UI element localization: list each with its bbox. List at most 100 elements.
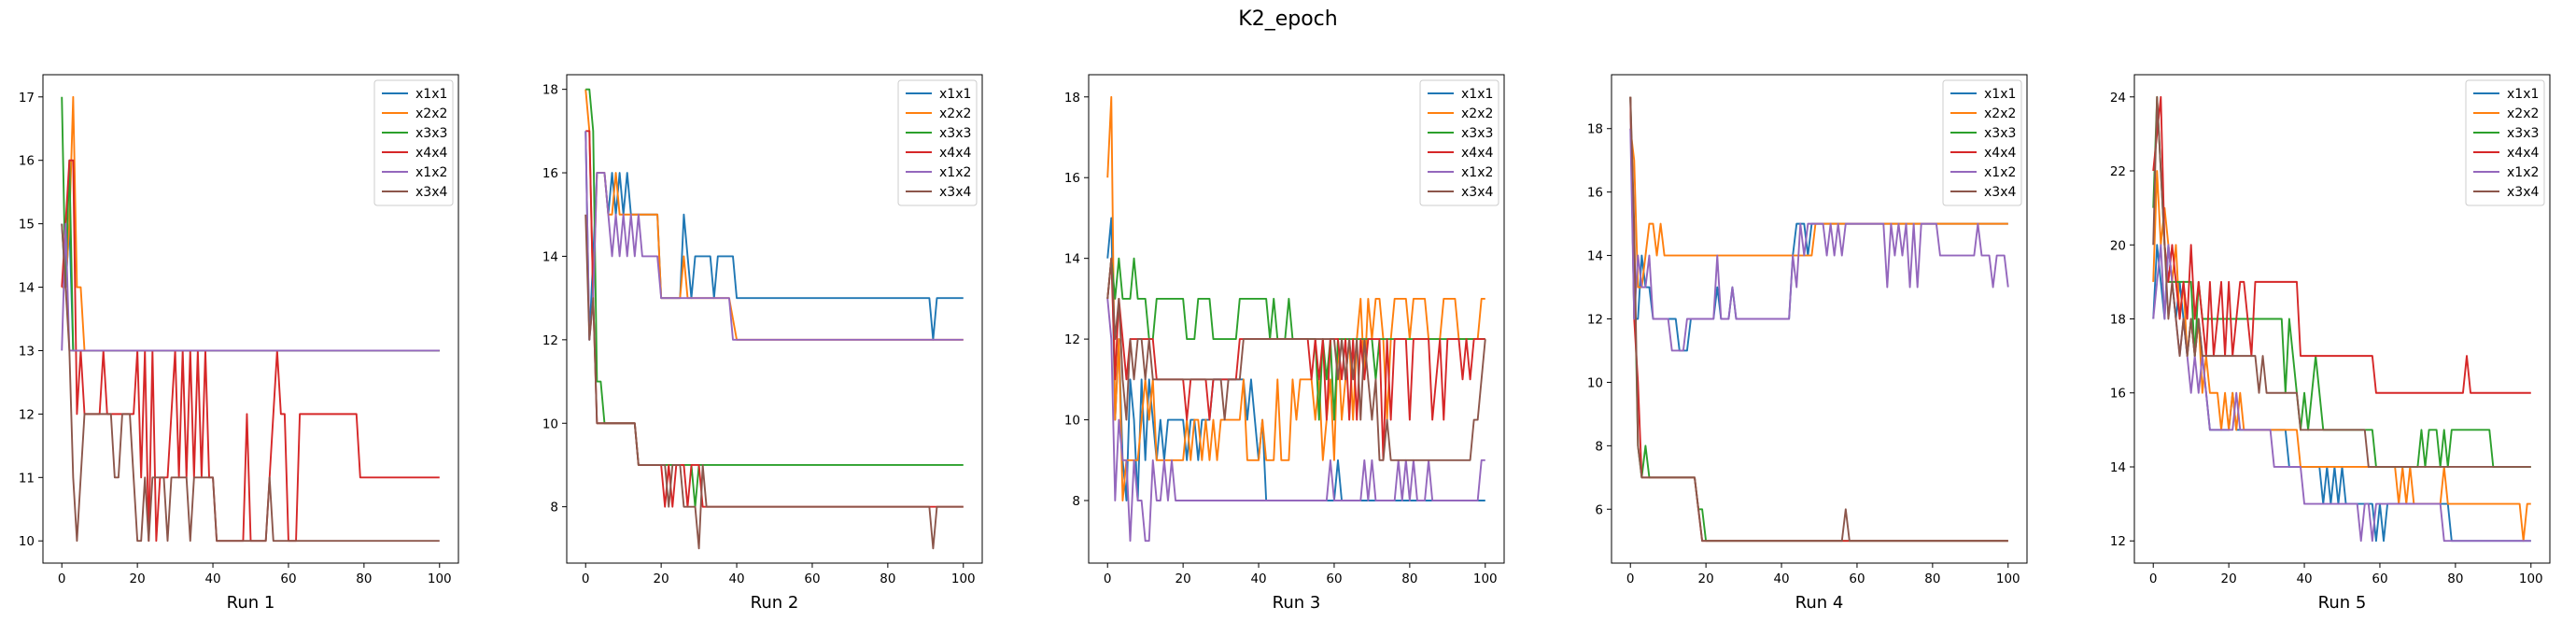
series-line-x1x2 bbox=[584, 131, 964, 341]
x-tick-label: 20 bbox=[1175, 572, 1191, 586]
y-tick-label: 16 bbox=[542, 166, 558, 181]
y-tick-label: 18 bbox=[1587, 122, 1603, 137]
legend-label-x1x1: x1x1 bbox=[415, 87, 447, 102]
legend-label-x1x1: x1x1 bbox=[2507, 87, 2539, 102]
x-axis-label: Run 3 bbox=[1273, 593, 1321, 613]
series-lines bbox=[1629, 96, 2009, 543]
legend-box bbox=[1419, 79, 1499, 206]
x-tick-label: 0 bbox=[1626, 572, 1635, 586]
y-tick-label: 10 bbox=[1064, 414, 1080, 429]
series-line-x1x2 bbox=[1629, 128, 2009, 352]
subplot-run-1: 0 20 40 60 80 100 10 11 12 13 14 15 16 17 Run 1 x1x1 x2x… bbox=[19, 74, 459, 613]
series-lines bbox=[1106, 95, 1486, 543]
legend: x1x1 x2x2 x3x3 x4x4 x1x2 x3x4 bbox=[373, 79, 454, 206]
y-tick-label: 8 bbox=[550, 501, 558, 515]
x-tick-label: 60 bbox=[1326, 572, 1342, 586]
y-tick-label: 8 bbox=[1072, 494, 1080, 509]
legend-label-x4x4: x4x4 bbox=[1984, 146, 2016, 161]
legend-box bbox=[2465, 79, 2545, 206]
y-tick-label: 6 bbox=[1595, 502, 1603, 517]
legend-label-x3x4: x3x4 bbox=[1984, 185, 2016, 200]
y-tick-label: 14 bbox=[19, 281, 35, 296]
x-tick-label: 0 bbox=[2149, 572, 2158, 586]
x-tick-label: 60 bbox=[280, 572, 296, 586]
y-tick-label: 18 bbox=[1064, 91, 1080, 106]
x-tick-label: 0 bbox=[582, 572, 590, 586]
series-lines bbox=[2152, 95, 2531, 543]
subplot-run-2: 0 20 40 60 80 100 8 10 12 14 16 18 Run 2 x1x1 x2x2 x3x3… bbox=[542, 74, 983, 613]
x-tick-label: 40 bbox=[204, 572, 220, 586]
x-tick-label: 60 bbox=[2372, 572, 2387, 586]
legend-label-x2x2: x2x2 bbox=[1984, 106, 2016, 121]
x-tick-label: 60 bbox=[804, 572, 820, 586]
legend-label-x1x1: x1x1 bbox=[939, 87, 971, 102]
axes-frame bbox=[42, 74, 459, 564]
y-tick-label: 16 bbox=[1064, 171, 1080, 186]
x-tick-label: 100 bbox=[951, 572, 976, 586]
x-tick-label: 100 bbox=[428, 572, 452, 586]
x-tick-label: 100 bbox=[2519, 572, 2543, 586]
series-line-x3x3 bbox=[2152, 95, 2531, 468]
legend-label-x3x4: x3x4 bbox=[939, 185, 971, 200]
series-line-x1x1 bbox=[1629, 96, 2008, 352]
figure-title: K2_epoch bbox=[1238, 7, 1337, 31]
legend-box bbox=[1942, 79, 2022, 206]
legend-label-x3x4: x3x4 bbox=[1461, 185, 1493, 200]
series-lines bbox=[61, 95, 440, 543]
series-line-x3x4 bbox=[2152, 95, 2531, 468]
y-tick-label: 8 bbox=[1595, 439, 1603, 454]
legend-box bbox=[373, 79, 454, 206]
x-axis-label: Run 2 bbox=[751, 593, 799, 613]
x-tick-label: 20 bbox=[130, 572, 146, 586]
x-tick-label: 0 bbox=[1104, 572, 1112, 586]
series-lines bbox=[584, 88, 964, 550]
x-tick-label: 100 bbox=[1473, 572, 1498, 586]
series-line-x1x1 bbox=[1106, 217, 1485, 501]
axes-frame bbox=[1088, 74, 1505, 564]
legend-label-x3x3: x3x3 bbox=[2507, 126, 2539, 141]
y-tick-label: 12 bbox=[542, 333, 558, 348]
series-line-x3x4 bbox=[61, 223, 440, 543]
series-line-x4x4 bbox=[2152, 95, 2531, 394]
legend-label-x3x3: x3x3 bbox=[1984, 126, 2016, 141]
series-line-x2x2 bbox=[1106, 95, 1485, 501]
legend-label-x3x3: x3x3 bbox=[1461, 126, 1493, 141]
y-tick-label: 20 bbox=[2110, 238, 2126, 253]
legend-label-x4x4: x4x4 bbox=[1461, 146, 1493, 161]
x-tick-label: 80 bbox=[1401, 572, 1417, 586]
legend-box bbox=[897, 79, 978, 206]
legend-label-x1x2: x1x2 bbox=[415, 165, 447, 180]
legend-label-x1x2: x1x2 bbox=[939, 165, 971, 180]
legend-label-x1x2: x1x2 bbox=[1461, 165, 1493, 180]
x-tick-label: 20 bbox=[654, 572, 669, 586]
y-tick-label: 16 bbox=[19, 154, 35, 169]
y-tick-label: 14 bbox=[542, 249, 558, 264]
legend-label-x4x4: x4x4 bbox=[939, 146, 971, 161]
y-tick-label: 16 bbox=[1587, 186, 1603, 201]
series-line-x1x2 bbox=[1106, 298, 1485, 543]
x-tick-label: 80 bbox=[880, 572, 895, 586]
legend: x1x1 x2x2 x3x3 x4x4 x1x2 x3x4 bbox=[2465, 79, 2545, 206]
subplot-run-3: 0 20 40 60 80 100 8 10 12 14 16 18 Run 3 x1x1 x2x2 x3x3… bbox=[1064, 74, 1505, 613]
series-line-x2x2 bbox=[1629, 128, 2008, 289]
y-tick-label: 15 bbox=[19, 218, 35, 233]
series-line-x1x1 bbox=[61, 222, 440, 352]
y-tick-label: 12 bbox=[19, 407, 35, 422]
y-tick-label: 10 bbox=[1587, 375, 1603, 390]
y-tick-label: 12 bbox=[1587, 313, 1603, 328]
legend-label-x2x2: x2x2 bbox=[415, 106, 447, 121]
legend-label-x2x2: x2x2 bbox=[939, 106, 971, 121]
legend-label-x3x3: x3x3 bbox=[939, 126, 971, 141]
legend-label-x4x4: x4x4 bbox=[2507, 146, 2539, 161]
x-tick-label: 60 bbox=[1849, 572, 1865, 586]
y-tick-label: 24 bbox=[2110, 91, 2126, 106]
axes-frame bbox=[566, 74, 983, 564]
y-tick-label: 14 bbox=[1064, 252, 1080, 267]
legend-label-x3x4: x3x4 bbox=[2507, 185, 2539, 200]
series-line-x1x2 bbox=[61, 222, 440, 352]
series-line-x3x4 bbox=[1629, 96, 2008, 543]
y-tick-label: 12 bbox=[2110, 534, 2126, 549]
y-tick-label: 12 bbox=[1064, 332, 1080, 347]
y-tick-label: 18 bbox=[542, 83, 558, 98]
